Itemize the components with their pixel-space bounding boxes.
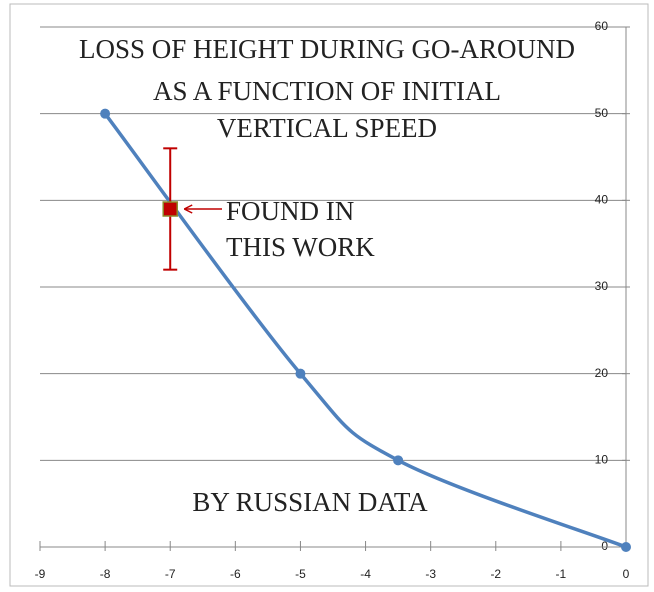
- y-tick-label: 50: [595, 106, 609, 120]
- found-point: [162, 201, 178, 217]
- annotation: BY RUSSIAN DATA: [192, 487, 428, 517]
- chart-title: AS A FUNCTION OF INITIAL: [153, 76, 501, 106]
- x-tick-label: -6: [230, 567, 241, 581]
- chart-title: VERTICAL SPEED: [217, 113, 437, 143]
- arrow-head: [183, 204, 193, 214]
- data-point: [393, 455, 404, 466]
- y-tick-label: 10: [595, 453, 609, 467]
- y-tick-label: 20: [595, 366, 609, 380]
- chart-title: LOSS OF HEIGHT DURING GO-AROUND: [79, 34, 575, 64]
- y-tick-label: 30: [595, 279, 609, 293]
- y-tick-label: 60: [595, 19, 609, 33]
- x-tick-label: -4: [360, 567, 371, 581]
- x-tick-label: -5: [295, 567, 306, 581]
- x-tick-label: -3: [425, 567, 436, 581]
- annotation: THIS WORK: [226, 232, 375, 262]
- annotation: FOUND IN: [226, 196, 354, 226]
- y-tick-label: 40: [595, 193, 609, 207]
- data-point: [295, 368, 306, 379]
- x-tick-label: -7: [165, 567, 176, 581]
- x-tick-label: -8: [100, 567, 111, 581]
- x-tick-label: 0: [623, 567, 630, 581]
- x-tick-label: -1: [556, 567, 567, 581]
- x-tick-label: -9: [35, 567, 46, 581]
- x-tick-label: -2: [490, 567, 501, 581]
- chart-border: [9, 3, 649, 587]
- data-point: [100, 108, 111, 119]
- y-tick-label: 0: [601, 539, 608, 553]
- data-point: [621, 542, 631, 552]
